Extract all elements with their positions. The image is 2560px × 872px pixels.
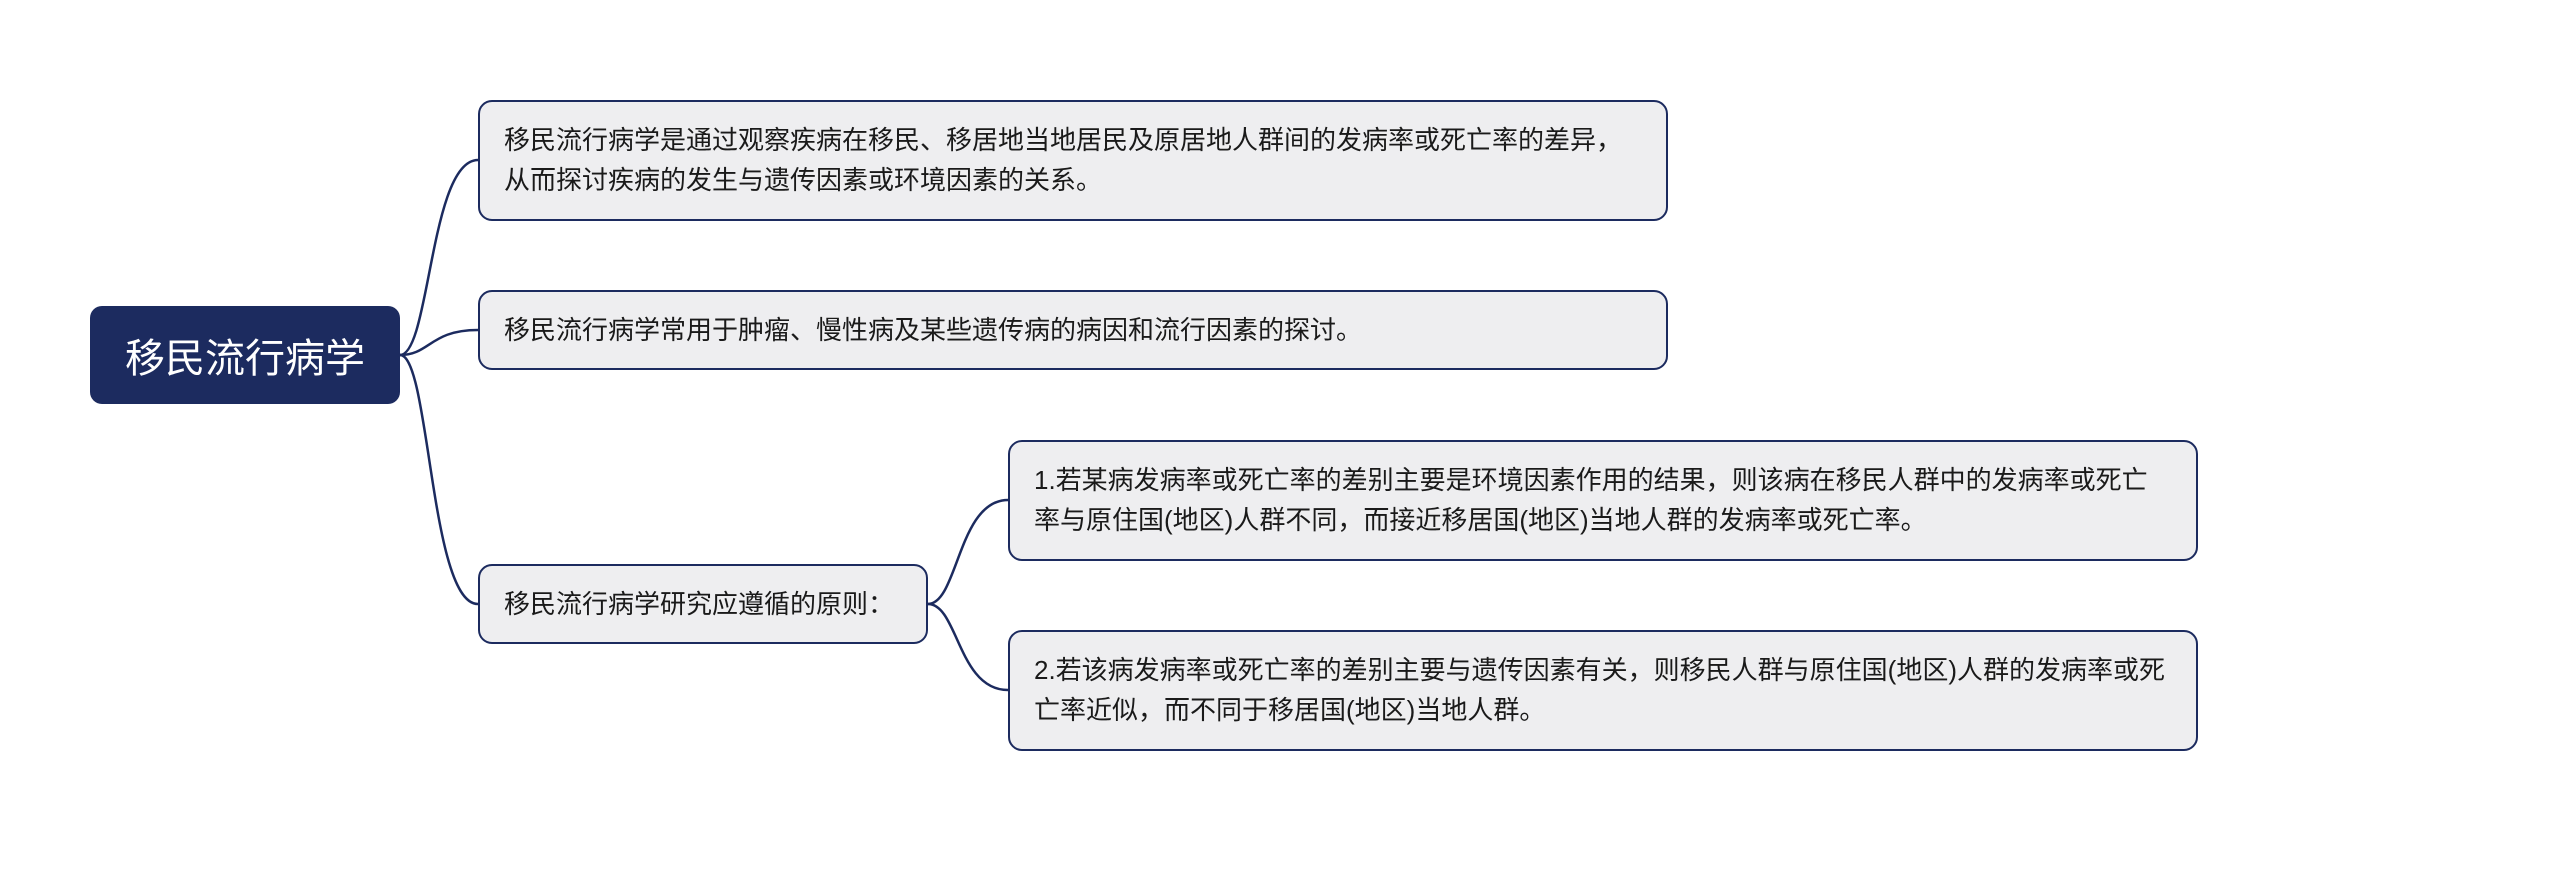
connector-principles-to-level2 xyxy=(928,440,1008,760)
root-node: 移民流行病学 xyxy=(90,306,400,404)
level1-node-definition: 移民流行病学是通过观察疾病在移民、移居地当地居民及原居地人群间的发病率或死亡率的… xyxy=(478,100,1668,221)
level1-label-2: 移民流行病学研究应遵循的原则： xyxy=(504,589,894,619)
level2-node-principle-1: 1.若某病发病率或死亡率的差别主要是环境因素作用的结果，则该病在移民人群中的发病… xyxy=(1008,440,2198,561)
level2-node-principle-2: 2.若该病发病率或死亡率的差别主要与遗传因素有关，则移民人群与原住国(地区)人群… xyxy=(1008,630,2198,751)
level2-label-0: 1.若某病发病率或死亡率的差别主要是环境因素作用的结果，则该病在移民人群中的发病… xyxy=(1034,465,2148,535)
level1-node-usage: 移民流行病学常用于肿瘤、慢性病及某些遗传病的病因和流行因素的探讨。 xyxy=(478,290,1668,370)
level1-label-0: 移民流行病学是通过观察疾病在移民、移居地当地居民及原居地人群间的发病率或死亡率的… xyxy=(504,125,1622,195)
level1-label-1: 移民流行病学常用于肿瘤、慢性病及某些遗传病的病因和流行因素的探讨。 xyxy=(504,315,1362,345)
level2-label-1: 2.若该病发病率或死亡率的差别主要与遗传因素有关，则移民人群与原住国(地区)人群… xyxy=(1034,655,2165,725)
root-label: 移民流行病学 xyxy=(125,326,365,384)
level1-node-principles: 移民流行病学研究应遵循的原则： xyxy=(478,564,928,644)
connector-root-to-level1 xyxy=(400,100,478,610)
